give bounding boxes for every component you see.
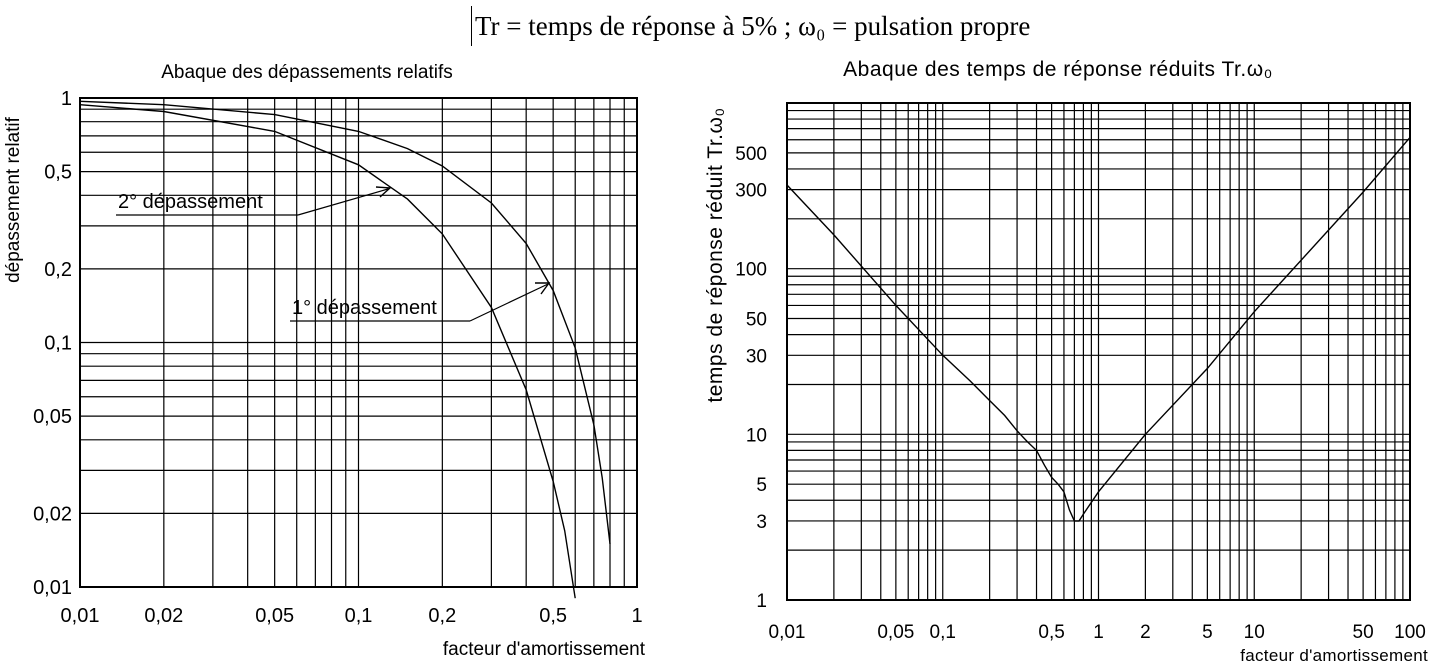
x-tick-label: 50	[1353, 622, 1374, 643]
plot-frame	[79, 97, 638, 588]
overshoot-chart: Abaque des dépassements relatifs 0,01 0,0…	[3, 62, 646, 660]
x-tick-label: 0,01	[769, 622, 806, 643]
y-tick-label: 3	[756, 512, 767, 533]
y-tick-label: 0,01	[33, 577, 72, 599]
annotation-1st-overshoot: 1° dépassement	[290, 282, 551, 322]
x-tick-label: 5	[1202, 622, 1213, 643]
annotation-2nd-overshoot: 2° dépassement	[116, 186, 392, 216]
annotation-arrow	[297, 188, 389, 216]
y-axis-label: dépassement relatif	[3, 116, 24, 283]
x-ticks: 0,01 0,02 0,05 0,1 0,2 0,5 1	[61, 605, 643, 627]
y-tick-label: 500	[735, 144, 767, 165]
y-tick-label: 10	[746, 425, 767, 446]
y-tick-label: 0,05	[33, 406, 72, 428]
y-tick-label: 50	[746, 310, 767, 331]
series-group	[79, 100, 611, 599]
y-tick-label: 30	[746, 346, 767, 367]
annotation-arrow	[469, 283, 549, 322]
series-line-0	[786, 136, 1411, 522]
response-time-chart: Abaque des temps de réponse réduits Tr.ω…	[704, 58, 1428, 664]
y-axis-label: temps de réponse réduit Tr.ω₀	[704, 107, 727, 402]
x-tick-label: 0,1	[930, 622, 956, 643]
y-tick-label: 0,02	[33, 503, 72, 525]
x-tick-label: 0,1	[345, 605, 373, 627]
y-tick-label: 0,2	[44, 259, 72, 281]
x-tick-label: 1	[631, 605, 642, 627]
grid	[80, 98, 637, 587]
y-tick-label: 1	[756, 591, 767, 612]
series-line-1	[79, 104, 576, 599]
chart-title: Abaque des temps de réponse réduits Tr.ω…	[843, 58, 1273, 81]
x-tick-label: 0,02	[144, 605, 183, 627]
x-tick-label: 0,2	[428, 605, 456, 627]
plot-frame	[786, 102, 1411, 601]
x-tick-label: 10	[1244, 622, 1265, 643]
y-tick-label: 300	[735, 181, 767, 202]
annotation-arrowhead	[375, 186, 392, 198]
x-ticks: 0,01 0,05 0,1 0,5 1 2 5 10 50 100	[769, 622, 1426, 643]
grid	[787, 103, 1410, 600]
x-axis-label: facteur d'amortissement	[443, 639, 646, 660]
x-tick-label: 2	[1140, 622, 1151, 643]
x-tick-label: 1	[1093, 622, 1104, 643]
header-caption: Tr = temps de réponse à 5% ; ω₀ = pulsat…	[471, 6, 1030, 46]
x-tick-label: 0,5	[1038, 622, 1064, 643]
x-tick-label: 100	[1394, 622, 1426, 643]
chart-title: Abaque des dépassements relatifs	[161, 62, 453, 83]
y-ticks: 1 3 5 10 30 50 100 300 500	[735, 144, 767, 612]
annotation-label: 1° dépassement	[292, 297, 437, 319]
x-tick-label: 0,05	[255, 605, 294, 627]
y-tick-label: 1	[61, 88, 72, 110]
annotation-arrowhead	[535, 282, 551, 295]
y-tick-label: 0,5	[44, 162, 72, 184]
x-tick-label: 0,5	[539, 605, 567, 627]
y-tick-label: 5	[756, 475, 767, 496]
x-tick-label: 0,01	[61, 605, 100, 627]
y-ticks: 0,01 0,02 0,05 0,1 0,2 0,5 1	[33, 88, 72, 599]
series-group	[786, 136, 1411, 522]
series-line-0	[79, 100, 611, 544]
y-tick-label: 0,1	[44, 333, 72, 355]
x-axis-label: facteur d'amortissement	[1240, 646, 1428, 664]
x-tick-label: 0,05	[877, 622, 914, 643]
annotation-label: 2° dépassement	[118, 191, 263, 213]
y-tick-label: 100	[735, 260, 767, 281]
